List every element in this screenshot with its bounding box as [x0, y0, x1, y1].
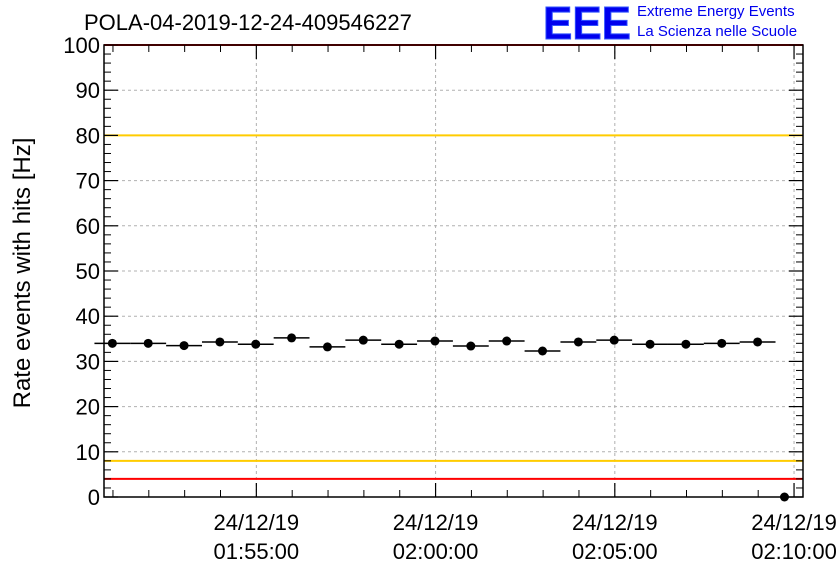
data-point [717, 338, 727, 348]
data-point [358, 335, 368, 345]
y-tick-label: 80 [76, 123, 100, 148]
data-point [466, 341, 476, 351]
data-point [430, 336, 440, 346]
y-tick-label: 0 [88, 485, 100, 510]
data-point [179, 341, 189, 351]
x-tick-label-date: 24/12/19 [214, 510, 300, 535]
y-tick-label: 60 [76, 214, 100, 239]
y-tick-label: 100 [63, 33, 100, 58]
x-tick-label-date: 24/12/19 [572, 510, 658, 535]
y-tick-label: 10 [76, 440, 100, 465]
y-tick-label: 40 [76, 304, 100, 329]
y-tick-label: 90 [76, 78, 100, 103]
data-point [538, 346, 548, 356]
data-point [645, 339, 655, 349]
y-tick-label: 30 [76, 349, 100, 374]
eee-logo-mark: EEE [543, 2, 631, 42]
data-point [287, 333, 297, 343]
data-point [107, 338, 117, 348]
x-tick-label-date: 24/12/19 [393, 510, 479, 535]
logo-line-2: La Scienza nelle Scuole [637, 23, 798, 40]
y-tick-label: 70 [76, 169, 100, 194]
data-point [322, 342, 332, 352]
data-point [251, 339, 261, 349]
data-point [215, 337, 225, 347]
x-tick-label-time: 02:05:00 [572, 539, 658, 564]
data-point [573, 337, 583, 347]
data-point [753, 337, 763, 347]
axes: 0 10 20 30 40 50 60 70 80 90 100 24/12/19 01:55:00 24… [63, 33, 836, 564]
logo-line-1: Extreme Energy Events [637, 3, 795, 20]
reference-lines [104, 44, 803, 480]
data-point [394, 339, 404, 349]
eee-logo: EEE [543, 2, 632, 42]
data-points [94, 333, 789, 502]
data-point [502, 336, 512, 346]
data-point [681, 339, 691, 349]
y-tick-label: 50 [76, 259, 100, 284]
x-tick-label-time: 01:55:00 [214, 539, 300, 564]
data-point [143, 338, 153, 348]
x-tick-label-time: 02:00:00 [393, 539, 479, 564]
x-tick-label-time: 02:10:00 [751, 539, 836, 564]
data-point [609, 335, 619, 345]
x-tick-label-date: 24/12/19 [751, 510, 836, 535]
y-tick-label: 20 [76, 395, 100, 420]
chart-title: POLA-04-2019-12-24-409546227 [84, 10, 412, 35]
data-point [779, 492, 789, 502]
y-axis-label: Rate events with hits [Hz] [9, 138, 36, 409]
grid-layer [104, 45, 803, 497]
